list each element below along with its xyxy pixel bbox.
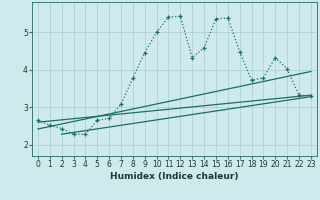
X-axis label: Humidex (Indice chaleur): Humidex (Indice chaleur) xyxy=(110,172,239,181)
